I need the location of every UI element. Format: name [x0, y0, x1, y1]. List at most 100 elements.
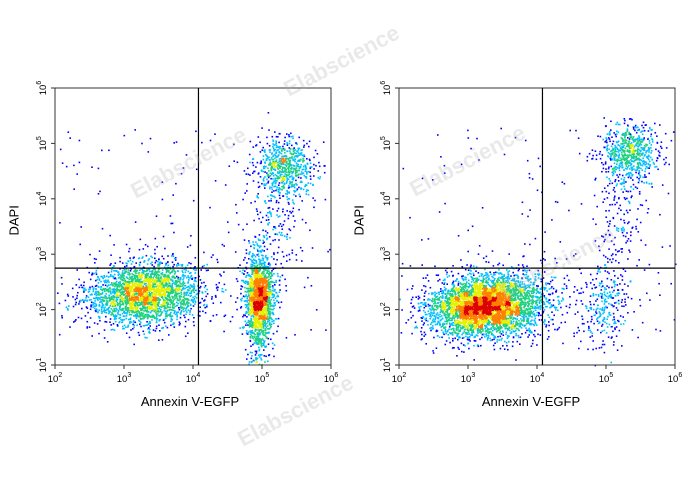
- event-point: [148, 268, 151, 271]
- event-point: [251, 301, 253, 304]
- event-point: [273, 157, 276, 160]
- event-point: [166, 277, 168, 279]
- event-point: [262, 314, 264, 316]
- event-point: [247, 274, 249, 277]
- event-point: [93, 297, 95, 299]
- event-point: [113, 305, 115, 307]
- event-point: [276, 259, 278, 261]
- event-point: [261, 337, 264, 340]
- event-point: [254, 277, 257, 279]
- event-point: [271, 311, 274, 314]
- event-point: [244, 314, 246, 317]
- event-point: [153, 303, 155, 305]
- event-point: [94, 302, 96, 305]
- event-point: [272, 166, 275, 168]
- event-point: [164, 276, 166, 278]
- event-point: [119, 314, 122, 316]
- event-point: [142, 286, 144, 289]
- event-point: [94, 293, 96, 296]
- event-point: [130, 302, 132, 304]
- event-point: [244, 280, 247, 283]
- event-point: [259, 307, 261, 309]
- event-point: [132, 279, 134, 281]
- event-point: [110, 270, 113, 273]
- event-point: [252, 294, 254, 297]
- event-point: [185, 293, 187, 295]
- event-point: [108, 294, 111, 297]
- event-point: [112, 328, 114, 331]
- event-point: [253, 269, 256, 272]
- event-point: [193, 287, 195, 289]
- event-point: [137, 315, 140, 318]
- event-point: [286, 142, 289, 145]
- event-point: [95, 258, 97, 261]
- event-point: [183, 275, 185, 277]
- event-point: [162, 298, 165, 301]
- event-point: [323, 171, 326, 174]
- event-point: [272, 320, 275, 322]
- event-point: [111, 291, 114, 293]
- event-point: [156, 271, 159, 273]
- event-point: [255, 305, 257, 307]
- event-point: [264, 289, 266, 291]
- event-point: [114, 292, 117, 294]
- event-point: [164, 300, 167, 302]
- event-point: [178, 287, 181, 289]
- event-point: [309, 175, 312, 178]
- event-point: [293, 190, 295, 192]
- event-point: [167, 287, 170, 290]
- event-point: [135, 262, 137, 264]
- event-point: [120, 278, 122, 281]
- event-point: [202, 310, 204, 313]
- event-point: [152, 329, 155, 331]
- event-point: [151, 307, 153, 310]
- event-point: [148, 278, 150, 280]
- event-point: [129, 298, 131, 301]
- event-point: [270, 177, 272, 180]
- event-point: [105, 303, 107, 305]
- event-point: [146, 269, 149, 271]
- event-point: [102, 284, 104, 286]
- event-point: [172, 297, 174, 299]
- event-point: [131, 286, 134, 289]
- event-point: [268, 323, 271, 326]
- event-point: [255, 309, 258, 312]
- event-point: [258, 308, 260, 310]
- event-point: [254, 255, 257, 258]
- event-point: [291, 185, 294, 188]
- event-point: [253, 309, 256, 311]
- event-point: [143, 310, 145, 312]
- event-point: [95, 279, 97, 282]
- event-point: [114, 320, 117, 323]
- event-point: [201, 297, 203, 300]
- event-point: [164, 307, 167, 310]
- event-point: [136, 275, 139, 277]
- event-point: [116, 289, 119, 291]
- event-point: [97, 290, 100, 293]
- event-point: [107, 276, 110, 278]
- event-point: [143, 280, 145, 282]
- event-point: [245, 287, 248, 290]
- event-point: [193, 283, 195, 285]
- event-point: [273, 180, 276, 182]
- event-point: [277, 136, 279, 138]
- event-point: [115, 283, 118, 286]
- event-point: [257, 354, 260, 356]
- event-point: [264, 149, 266, 151]
- event-point: [143, 289, 146, 292]
- event-point: [251, 285, 253, 288]
- event-point: [106, 341, 109, 343]
- event-point: [267, 112, 270, 114]
- event-point: [266, 298, 268, 300]
- event-point: [249, 282, 251, 284]
- event-point: [248, 301, 251, 304]
- event-point: [267, 263, 270, 265]
- event-point: [254, 274, 256, 277]
- event-point: [107, 279, 109, 282]
- event-point: [251, 297, 254, 300]
- event-point: [180, 307, 183, 309]
- event-point: [275, 160, 277, 163]
- event-point: [252, 305, 255, 308]
- event-point: [134, 269, 136, 272]
- event-point: [145, 296, 147, 299]
